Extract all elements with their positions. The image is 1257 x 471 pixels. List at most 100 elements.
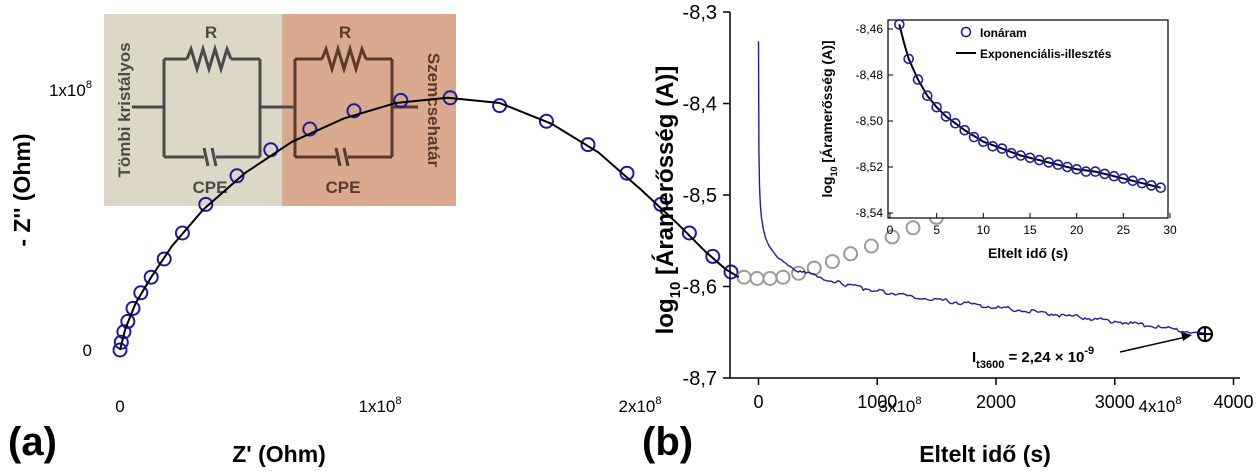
inset-point-9 [978,136,989,147]
current-line [757,41,1206,335]
inset-point-2 [912,74,924,85]
inset-legend: Ionáram Exponenciális-illesztés [956,26,1112,61]
data-point-a-s0-12 [302,121,318,137]
inset-point-22 [1099,168,1110,180]
data-point-a-s1-8 [863,238,879,254]
fit-line-a [119,96,740,351]
data-point-a-s0-6 [143,269,159,285]
inset-point-11 [996,143,1008,154]
x-tick-label-b-3: 3000 [1095,392,1135,412]
inset-point-18 [1062,161,1073,173]
x-axis-label-b: Eltelt idő (s) [919,441,1051,467]
y-tick-label-b-0: -8,3 [683,2,717,24]
inset-point-6 [950,118,961,129]
svg-text:It3600 = 2,24 × 10-9: It3600 = 2,24 × 10-9 [972,345,1094,371]
inset-point-25 [1127,175,1138,187]
bulk-resistor-label: R [205,23,217,42]
inset-point-3 [922,90,933,101]
inset-x-tick-label-0: 0 [887,223,894,237]
grain-boundary-label: Szemcsehatár [424,53,443,168]
inset-x-tick-label-5: 25 [1117,223,1131,237]
annotation-arrowhead [1181,332,1192,341]
y-tick-label-a-1: 1x108 [49,79,92,100]
inset-point-14 [1024,152,1036,164]
panel-label-b: (b) [642,420,693,464]
inset-point-27 [1146,180,1157,191]
y-axis-label-b-rest: [Áramerősség (A)] [651,66,679,282]
data-point-a-s0-19 [619,165,635,181]
data-point-a-s0-13 [346,103,362,119]
x-tick-label-b-1: 1000 [857,392,897,412]
inset-chart: 0 5 10 15 20 25 30 -8,46 -8,48 -8,50 -8,52 -8,54 Io… [819,19,1177,261]
data-point-a-s0-20 [653,196,669,212]
inset-frame [887,19,1169,219]
gb-cpe-label: CPE [326,178,361,197]
data-point-a-s0-3 [120,313,136,329]
inset-axis-ticks: 0 5 10 15 20 25 30 -8,46 -8,48 -8,50 -8,52 -8,54 [856,22,1177,237]
y-tick-label-a-0: 0 [83,341,92,360]
inset-point-15 [1034,154,1045,166]
inset-x-tick-label-3: 15 [1023,223,1037,237]
inset-point-12 [1006,147,1017,159]
inset-x-tick-label-4: 20 [1070,223,1084,237]
inset-y-label-sub: 10 [829,167,839,177]
x-tick-label-a-4: 4x108 [1138,395,1181,416]
data-point-a-s1-4 [791,265,807,281]
bulk-crystal-label: Tömbi kristályos [115,42,134,177]
data-b [757,41,1214,343]
data-point-a-s1-6 [824,254,840,270]
data-point-a-s0-21 [681,225,697,241]
data-point-a-s1-1 [749,271,765,286]
x-tick-label-b-4: 4000 [1213,392,1253,412]
annotation-text: = 2,24 × 10 [1004,349,1084,366]
data-point-a-s0-17 [538,113,554,129]
inset-point-16 [1043,157,1054,168]
data-point-a-s0-7 [156,251,172,267]
gb-resistor-label: R [339,23,351,42]
x-tick-label-a-3: 3x108 [878,395,921,416]
annotation-prefix: I [972,349,976,366]
panel-label-a: (a) [8,420,57,464]
inset-x-tick-label-6: 30 [1163,223,1177,237]
inset-point-8 [968,131,980,143]
inset-y-label-log: log [819,177,835,198]
inset-point-13 [1015,150,1026,161]
bulk-rc-element [132,43,295,167]
grain-boundary-rc-element [293,43,418,167]
data-point-a-s0-5 [133,285,149,301]
annotation-arrow-line [1119,336,1187,353]
inset-x-tick-label-1: 5 [933,223,940,237]
inset-y-label-rest: [Áramerősség (A)] [819,40,835,166]
inset-point-23 [1108,170,1120,182]
x-tick-label-b-2: 2000 [976,392,1016,412]
inset-point-10 [987,141,998,152]
inset-point-7 [959,124,970,136]
inset-point-19 [1071,164,1082,175]
inset-point-1 [903,53,914,65]
inset-x-axis-label: Eltelt idő (s) [988,245,1068,261]
inset-y-tick-label-0: -8,46 [856,22,884,36]
annotation-sub: t3600 [976,359,1004,371]
panel-b: 0 1000 2000 3000 4000 -8,3 -8,4 -8,5 -8,6 -8,7 It… [642,2,1254,467]
inset-x-tick-label-2: 10 [977,223,991,237]
data-point-a-s1-10 [905,220,921,236]
annotation: It3600 = 2,24 × 10-9 [972,332,1192,371]
axis-ticks-b: 0 1000 2000 3000 4000 -8,3 -8,4 -8,5 -8,6 -8,7 [683,2,1254,412]
data-point-a-s0-23 [723,264,739,280]
y-axis-label-a: - Z'' (Ohm) [9,133,35,246]
x-tick-label-a-0: 0 [115,397,124,416]
data-point-a-s0-22 [705,248,721,264]
annotation-exp: -9 [1084,345,1094,357]
data-point-a-s0-4 [125,300,141,316]
data-point-a-s0-9 [198,196,214,212]
inset-point-0 [894,19,905,30]
x-tick-label-a-2: 2x108 [618,395,661,416]
inset-y-tick-label-2: -8,50 [856,114,884,128]
data-point-a-s1-7 [843,246,859,262]
data-point-a-s1-2 [762,271,778,286]
legend-label-fit: Exponenciális-illesztés [980,47,1112,61]
data-point-a-s1-3 [775,269,791,285]
inset-point-4 [931,101,942,113]
y-tick-label-b-1: -8,4 [683,94,717,116]
